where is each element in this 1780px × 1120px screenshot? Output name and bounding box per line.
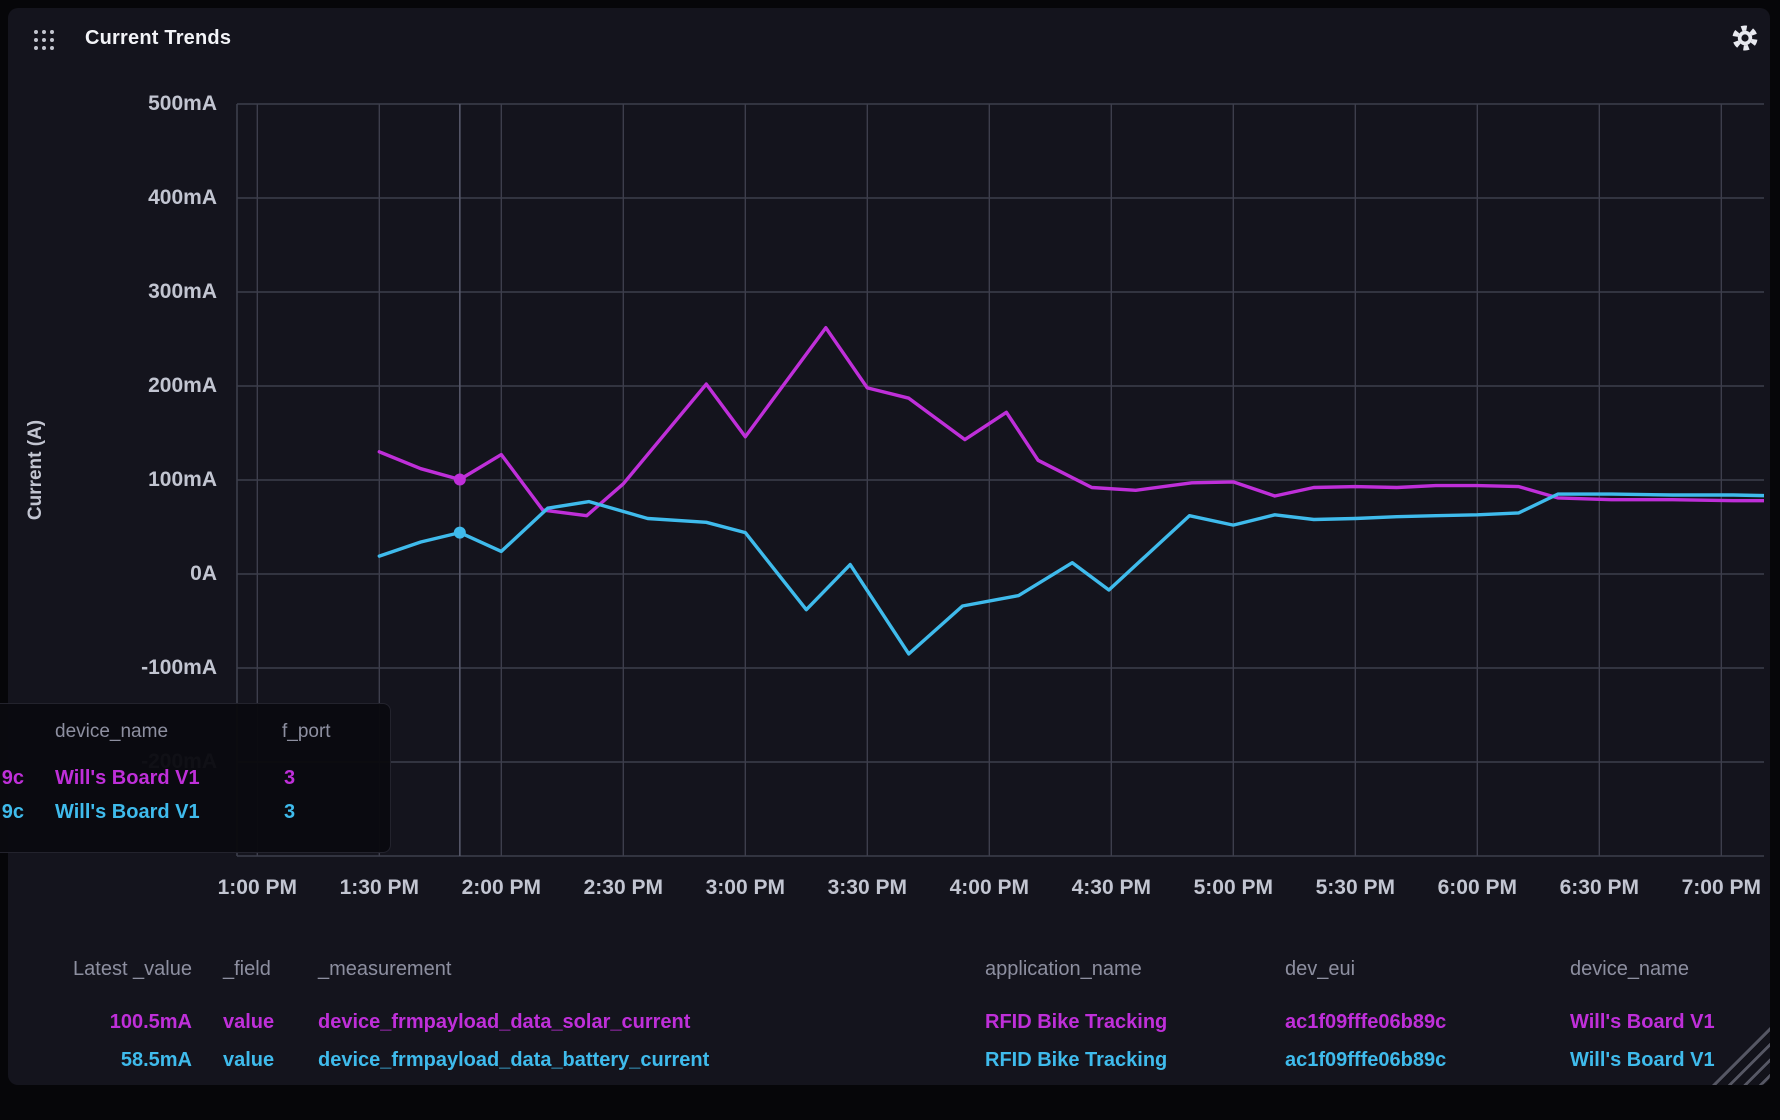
drag-handle-icon[interactable] xyxy=(34,30,56,52)
legend-header-field: _field xyxy=(223,958,271,980)
x-tick-label: 1:30 PM xyxy=(339,876,419,899)
y-tick-label: 100mA xyxy=(148,468,217,491)
tooltip-row-solar-f-port: 3 xyxy=(284,767,296,789)
x-tick-label: 3:00 PM xyxy=(705,876,785,899)
legend-row-solar-dev-eui[interactable]: ac1f09fffe06b89c xyxy=(1285,1011,1447,1033)
legend-header-application-name: application_name xyxy=(985,958,1142,980)
legend-row-battery-latest-value[interactable]: 58.5mA xyxy=(120,1049,192,1071)
y-tick-label: 0A xyxy=(190,562,217,585)
tooltip-row-battery-dev-eui-clipped: 9c xyxy=(1,801,24,823)
legend-row-battery-application-name[interactable]: RFID Bike Tracking xyxy=(985,1049,1168,1071)
legend-row-solar-measurement[interactable]: device_frmpayload_data_solar_current xyxy=(318,1011,691,1033)
tooltip-header-f-port: f_port xyxy=(282,721,331,742)
x-tick-label: 1:00 PM xyxy=(217,876,297,899)
current-trends-cell: Current Trends Current (A) 500mA 400mA 300… xyxy=(8,8,1770,1085)
x-tick-label: 3:30 PM xyxy=(827,876,907,899)
x-tick-label: 7:00 PM xyxy=(1681,876,1761,899)
x-tick-label: 6:00 PM xyxy=(1437,876,1517,899)
tooltip-row-solar-dev-eui-clipped: 9c xyxy=(1,767,24,789)
x-tick-label: 6:30 PM xyxy=(1559,876,1639,899)
legend-row-battery-field[interactable]: value xyxy=(223,1049,275,1071)
x-tick-label: 2:00 PM xyxy=(461,876,541,899)
gear-icon-glyph xyxy=(1732,25,1758,51)
y-tick-label: 400mA xyxy=(148,186,217,209)
y-tick-label: 500mA xyxy=(148,92,217,115)
legend-row-battery-dev-eui[interactable]: ac1f09fffe06b89c xyxy=(1285,1049,1447,1071)
legend-row-battery-device-name[interactable]: Will's Board V1 xyxy=(1570,1049,1715,1071)
x-tick-label: 5:30 PM xyxy=(1315,876,1395,899)
legend-header-dev-eui: dev_eui xyxy=(1285,958,1356,980)
tooltip-row-battery-device-name: Will's Board V1 xyxy=(55,801,200,823)
tooltip-row-solar-device-name: Will's Board V1 xyxy=(55,767,200,789)
y-tick-label: -100mA xyxy=(141,656,217,679)
y-tick-label: 300mA xyxy=(148,280,217,303)
chart-plot-area[interactable] xyxy=(8,8,1770,1085)
tooltip-header-device-name: device_name xyxy=(55,721,169,742)
x-tick-label: 5:00 PM xyxy=(1193,876,1273,899)
legend-row-battery-measurement[interactable]: device_frmpayload_data_battery_current xyxy=(318,1049,710,1071)
y-tick-label: 200mA xyxy=(148,374,217,397)
x-tick-label: 4:30 PM xyxy=(1071,876,1151,899)
legend-row-solar-device-name[interactable]: Will's Board V1 xyxy=(1570,1011,1715,1033)
legend-row-solar-latest-value[interactable]: 100.5mA xyxy=(109,1011,192,1033)
tooltip-row-battery-f-port: 3 xyxy=(284,801,296,823)
panel-title: Current Trends xyxy=(85,27,232,49)
legend-row-solar-field[interactable]: value xyxy=(223,1011,275,1033)
hover-tooltip: device_name f_port 9c Will's Board V1 3 … xyxy=(0,703,391,853)
gear-icon[interactable] xyxy=(1729,22,1761,54)
legend-row-solar-application-name[interactable]: RFID Bike Tracking xyxy=(985,1011,1168,1033)
legend-header-device-name: device_name xyxy=(1570,958,1689,980)
x-tick-label: 4:00 PM xyxy=(949,876,1029,899)
legend-header-measurement: _measurement xyxy=(318,958,452,980)
x-tick-label: 2:30 PM xyxy=(583,876,663,899)
legend-header-latest-value: Latest _value xyxy=(73,958,192,980)
